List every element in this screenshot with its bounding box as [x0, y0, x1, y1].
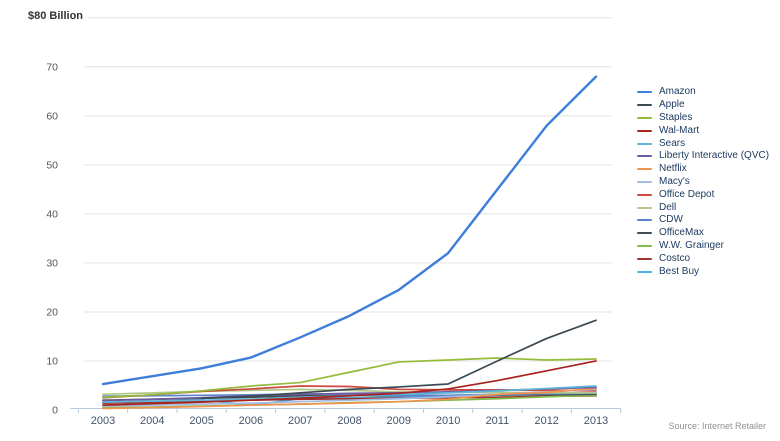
- x-tick-label-2009: 2009: [387, 415, 411, 427]
- series-line-wal-mart: [102, 360, 597, 406]
- legend-swatch-macy-s: [637, 180, 652, 183]
- legend-item-liberty-interactive-qvc[interactable]: Liberty Interactive (QVC): [637, 150, 777, 163]
- legend-item-staples[interactable]: Staples: [637, 112, 777, 125]
- legend-label-dell: Dell: [659, 201, 677, 213]
- series-line-staples: [102, 357, 597, 399]
- legend-label-macy-s: Macy's: [659, 175, 690, 187]
- legend-swatch-costco: [637, 257, 652, 260]
- series-line-amazon: [101, 75, 598, 386]
- y-tick-label-10: 10: [46, 355, 58, 367]
- y-tick-label-50: 50: [46, 159, 58, 171]
- legend-item-macy-s[interactable]: Macy's: [637, 176, 777, 189]
- legend-swatch-w-w-grainger: [637, 244, 652, 247]
- legend-label-amazon: Amazon: [659, 86, 696, 98]
- legend-item-amazon[interactable]: Amazon: [637, 86, 777, 99]
- legend-label-best-buy: Best Buy: [659, 265, 700, 277]
- legend-item-officemax[interactable]: OfficeMax: [637, 227, 777, 240]
- legend-item-dell[interactable]: Dell: [637, 201, 777, 214]
- x-tick-label-2013: 2013: [584, 415, 608, 427]
- legend-swatch-amazon: [637, 91, 652, 94]
- legend-item-sears[interactable]: Sears: [637, 137, 777, 150]
- legend-swatch-dell: [637, 206, 652, 209]
- y-tick-label-40: 40: [46, 208, 58, 220]
- x-tick-label-2005: 2005: [189, 415, 213, 427]
- x-tick-label-2007: 2007: [288, 415, 312, 427]
- legend-label-netflix: Netflix: [659, 163, 687, 175]
- legend-swatch-officemax: [637, 232, 652, 235]
- legend-item-wal-mart[interactable]: Wal-Mart: [637, 124, 777, 137]
- y-tick-label-60: 60: [46, 110, 58, 122]
- legend-label-staples: Staples: [659, 111, 693, 123]
- series-line-costco: [102, 394, 597, 404]
- y-tick-label-0: 0: [52, 405, 58, 417]
- legend-item-best-buy[interactable]: Best Buy: [637, 265, 777, 278]
- x-tick-label-2004: 2004: [140, 415, 164, 427]
- x-tick-label-2003: 2003: [91, 415, 115, 427]
- y-axis-unit-label: $80 Billion: [28, 10, 84, 22]
- y-tick-label-70: 70: [46, 61, 58, 73]
- legend-label-sears: Sears: [659, 137, 686, 149]
- x-tick-label-2008: 2008: [337, 415, 361, 427]
- legend-label-office-depot: Office Depot: [659, 188, 715, 200]
- x-tick-label-2011: 2011: [486, 415, 510, 427]
- legend-swatch-best-buy: [637, 270, 652, 273]
- legend-item-cdw[interactable]: CDW: [637, 214, 777, 227]
- legend-swatch-netflix: [637, 168, 652, 171]
- legend-label-liberty-interactive-qvc: Liberty Interactive (QVC): [659, 150, 770, 162]
- series-line-netflix: [102, 387, 597, 410]
- legend-swatch-liberty-interactive-qvc: [637, 155, 652, 158]
- legend-label-w-w-grainger: W.W. Grainger: [659, 239, 725, 251]
- legend-item-w-w-grainger[interactable]: W.W. Grainger: [637, 240, 777, 253]
- legend-swatch-cdw: [637, 219, 652, 222]
- legend-item-costco[interactable]: Costco: [637, 252, 777, 265]
- legend: Amazon Apple Staples Wal-Mart Sears Liberty I…: [637, 86, 777, 278]
- legend-item-apple[interactable]: Apple: [637, 99, 777, 112]
- legend-swatch-staples: [637, 116, 652, 119]
- legend-swatch-wal-mart: [637, 129, 652, 132]
- legend-label-officemax: OfficeMax: [659, 227, 704, 239]
- series-line-apple: [200, 319, 597, 400]
- x-tick-label-2010: 2010: [436, 415, 460, 427]
- legend-label-cdw: CDW: [659, 214, 683, 226]
- y-tick-label-30: 30: [46, 257, 58, 269]
- y-tick-label-20: 20: [46, 306, 58, 318]
- legend-item-office-depot[interactable]: Office Depot: [637, 188, 777, 201]
- x-tick-label-2006: 2006: [239, 415, 263, 427]
- source-credit: Source: Internet Retailer: [668, 421, 766, 431]
- x-tick-label-2012: 2012: [534, 415, 558, 427]
- legend-swatch-office-depot: [637, 193, 652, 196]
- legend-label-costco: Costco: [659, 252, 691, 264]
- legend-swatch-apple: [637, 104, 652, 107]
- legend-label-apple: Apple: [659, 99, 685, 111]
- legend-item-netflix[interactable]: Netflix: [637, 163, 777, 176]
- legend-label-wal-mart: Wal-Mart: [659, 124, 700, 136]
- legend-swatch-sears: [637, 142, 652, 145]
